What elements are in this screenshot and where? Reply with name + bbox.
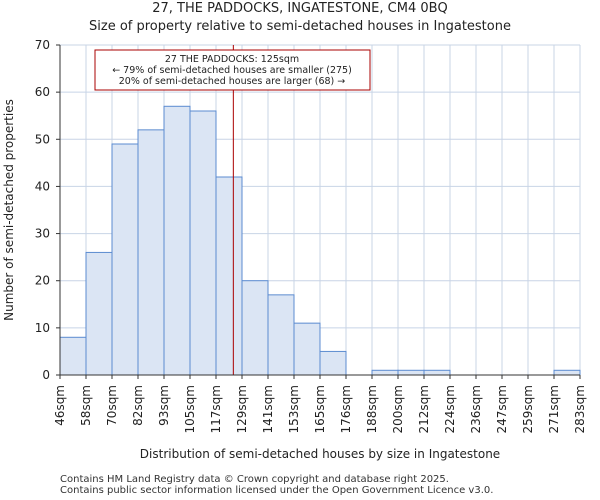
y-tick-label: 50 — [35, 132, 50, 146]
histogram-bar — [397, 369, 425, 376]
y-axis-title: Number of semi-detached properties — [2, 99, 16, 321]
axes: 0 10 20 30 40 50 60 70 46sqm 58sqm 70sqm 82sqm 93sqm… — [35, 38, 587, 433]
histogram-bar — [111, 143, 139, 376]
histogram-bar — [85, 251, 113, 376]
histogram-bar — [163, 105, 191, 376]
x-tick-label: 129sqm — [235, 385, 249, 433]
y-tick-label: 10 — [35, 321, 50, 335]
x-tick-label: 247sqm — [495, 385, 509, 433]
y-tick-label: 70 — [35, 38, 50, 52]
x-tick-label: 236sqm — [469, 385, 483, 433]
footer-line-2: Contains public sector information licen… — [60, 485, 494, 496]
histogram-bar — [137, 129, 165, 376]
x-tick-label: 188sqm — [365, 385, 379, 433]
annotation-line-3: 20% of semi-detached houses are larger (… — [119, 76, 346, 87]
x-tick-label: 200sqm — [391, 385, 405, 433]
annotation-box: 27 THE PADDOCKS: 125sqm ← 79% of semi-de… — [94, 49, 371, 91]
x-tick-label: 141sqm — [261, 385, 275, 433]
y-tick-label: 0 — [42, 368, 50, 382]
annotation-line-1: 27 THE PADDOCKS: 125sqm — [165, 54, 299, 65]
y-tick-label: 30 — [35, 227, 50, 241]
x-tick-label: 283sqm — [573, 385, 587, 433]
y-tick-label: 20 — [35, 274, 50, 288]
chart-subtitle: Size of property relative to semi-detach… — [89, 19, 511, 34]
x-tick-label: 153sqm — [287, 385, 301, 433]
chart-title: 27, THE PADDOCKS, INGATESTONE, CM4 0BQ — [152, 1, 448, 16]
y-tick-label: 40 — [35, 179, 50, 193]
y-tick-label: 60 — [35, 85, 50, 99]
x-tick-label: 105sqm — [183, 385, 197, 433]
x-tick-label: 82sqm — [131, 385, 145, 426]
footer-line-1: Contains HM Land Registry data © Crown c… — [60, 474, 449, 485]
x-axis-title: Distribution of semi-detached houses by … — [140, 447, 500, 461]
x-tick-label: 224sqm — [443, 385, 457, 433]
histogram-bar — [267, 294, 295, 376]
x-tick-label: 271sqm — [547, 385, 561, 433]
histogram-bar — [215, 176, 243, 376]
annotation-line-2: ← 79% of semi-detached houses are smalle… — [112, 65, 352, 76]
histogram-bar — [371, 369, 399, 376]
bars — [59, 105, 581, 376]
histogram-bar — [189, 110, 217, 376]
histogram-bar — [553, 369, 581, 376]
x-tick-label: 70sqm — [105, 385, 119, 426]
x-tick-label: 176sqm — [339, 385, 353, 433]
x-tick-label: 46sqm — [53, 385, 67, 426]
histogram-bar — [241, 280, 269, 376]
x-tick-label: 165sqm — [313, 385, 327, 433]
x-tick-label: 117sqm — [209, 385, 223, 433]
histogram-bar — [423, 369, 451, 376]
histogram-bar — [59, 336, 87, 376]
histogram-bar — [319, 350, 347, 376]
x-tick-label: 212sqm — [417, 385, 431, 433]
x-tick-label: 93sqm — [157, 385, 171, 426]
x-tick-label: 259sqm — [521, 385, 535, 433]
x-tick-label: 58sqm — [79, 385, 93, 426]
histogram-bar — [293, 322, 321, 376]
